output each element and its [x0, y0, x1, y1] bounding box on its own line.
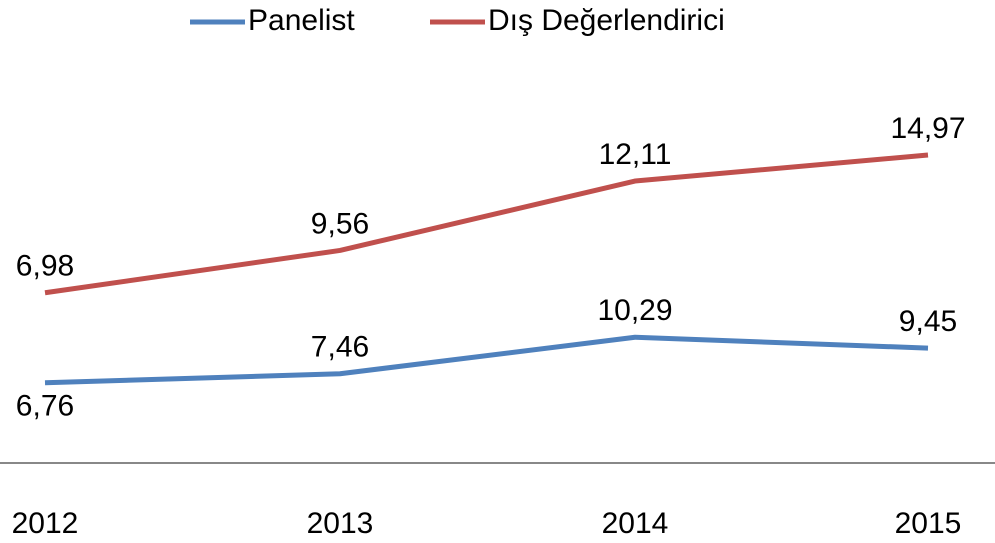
data-label: 6,98 — [16, 250, 74, 283]
x-tick-label: 2012 — [12, 507, 79, 540]
x-tick-label: 2014 — [602, 507, 669, 540]
legend-label: Dış Değerlendirici — [488, 4, 725, 37]
line — [44, 152, 929, 296]
data-label: 9,56 — [311, 207, 369, 240]
x-tick-label: 2015 — [895, 507, 962, 540]
line — [44, 334, 929, 386]
data-label: 12,11 — [599, 138, 672, 171]
data-label: 10,29 — [597, 294, 672, 327]
data-label: 14,97 — [890, 112, 965, 145]
data-label: 6,76 — [16, 390, 74, 423]
data-label: 7,46 — [311, 331, 369, 364]
x-tick-label: 2013 — [307, 507, 374, 540]
legend-label: Panelist — [248, 4, 355, 37]
data-label: 9,45 — [899, 305, 957, 338]
